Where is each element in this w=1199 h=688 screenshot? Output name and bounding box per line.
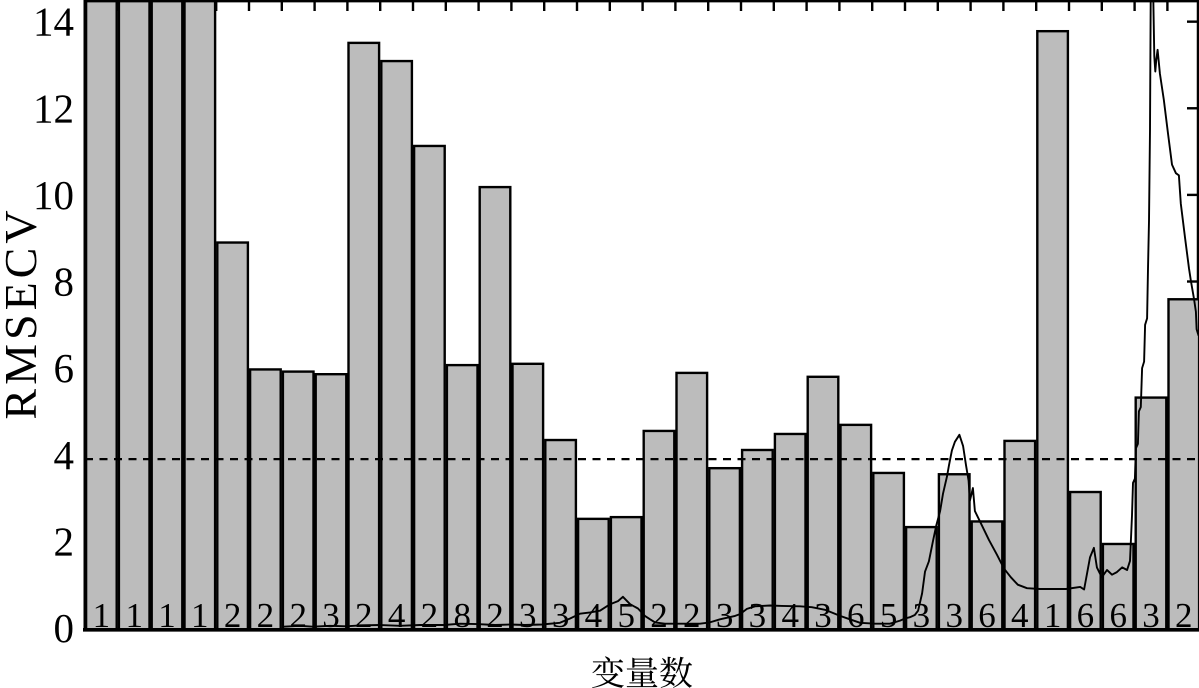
x-axis-title-glyph	[592, 656, 624, 688]
bar-count-label: 2	[1175, 596, 1193, 635]
bar	[1036, 29, 1070, 631]
bar	[1167, 298, 1199, 631]
bar	[806, 375, 840, 631]
bar-count-label: 1	[1044, 596, 1062, 635]
line-series-path	[283, 0, 1199, 628]
bar	[740, 448, 774, 631]
bar	[1003, 439, 1037, 631]
bar	[150, 0, 184, 631]
y-axis-title: RMSECV	[0, 206, 46, 419]
bar	[609, 515, 643, 631]
bar-count-label: 2	[650, 596, 668, 635]
y-tick-label: 10	[33, 172, 74, 218]
bar-count-label: 3	[552, 596, 570, 635]
bar-count-label: 3	[1142, 596, 1160, 635]
bar-count-label: 1	[125, 596, 143, 635]
bar-count-label: 3	[814, 596, 832, 635]
bar-count-label: 6	[978, 596, 996, 635]
bar	[248, 368, 282, 631]
bar	[445, 363, 479, 631]
y-tick-label: 8	[54, 259, 75, 305]
y-tick-label: 4	[54, 432, 75, 478]
bar-count-label: 2	[683, 596, 701, 635]
bar-count-label: 1	[158, 596, 176, 635]
bar	[380, 59, 414, 631]
x-axis-title-glyph	[660, 656, 693, 688]
bar	[84, 0, 118, 631]
bar-count-label: 1	[93, 596, 111, 635]
bar-count-label: 4	[585, 596, 603, 635]
bar	[970, 520, 1004, 631]
y-tick-label: 14	[33, 0, 74, 45]
x-axis-title	[592, 656, 693, 688]
bar	[117, 0, 151, 631]
bar-count-label: 4	[1011, 596, 1029, 635]
y-tick-label: 0	[54, 605, 75, 651]
bar-count-label: 5	[617, 596, 635, 635]
bar-count-label: 6	[1077, 596, 1095, 635]
x-axis-title-glyph	[626, 657, 658, 688]
bar-count-label: 8	[453, 596, 471, 635]
bars-layer	[84, 0, 1199, 631]
bar	[1101, 542, 1135, 631]
bar	[412, 144, 446, 631]
y-tick-label: 6	[54, 345, 75, 391]
bar	[1134, 396, 1168, 631]
bar	[347, 41, 381, 631]
bar-count-label: 3	[913, 596, 931, 635]
bar-count-label: 2	[257, 596, 275, 635]
axes-layer	[83, 0, 1199, 632]
bar	[183, 0, 217, 631]
bar	[216, 241, 250, 631]
bar	[839, 423, 873, 631]
bar-count-label: 2	[224, 596, 242, 635]
bar-count-label: 6	[1109, 596, 1127, 635]
bar	[314, 373, 348, 631]
y-tick-label: 2	[54, 518, 75, 564]
bar-count-label: 6	[847, 596, 865, 635]
y-tick-label: 12	[33, 85, 74, 131]
bar	[708, 466, 742, 631]
bar-count-label: 3	[945, 596, 963, 635]
bar	[773, 432, 807, 631]
bar-count-label: 3	[716, 596, 734, 635]
bar	[478, 185, 512, 631]
bar	[544, 438, 578, 631]
bar	[281, 370, 315, 631]
bar	[675, 371, 709, 631]
bar-count-label: 5	[880, 596, 898, 635]
bar-count-label: 1	[191, 596, 209, 635]
bar	[511, 362, 545, 631]
bar	[642, 429, 676, 631]
